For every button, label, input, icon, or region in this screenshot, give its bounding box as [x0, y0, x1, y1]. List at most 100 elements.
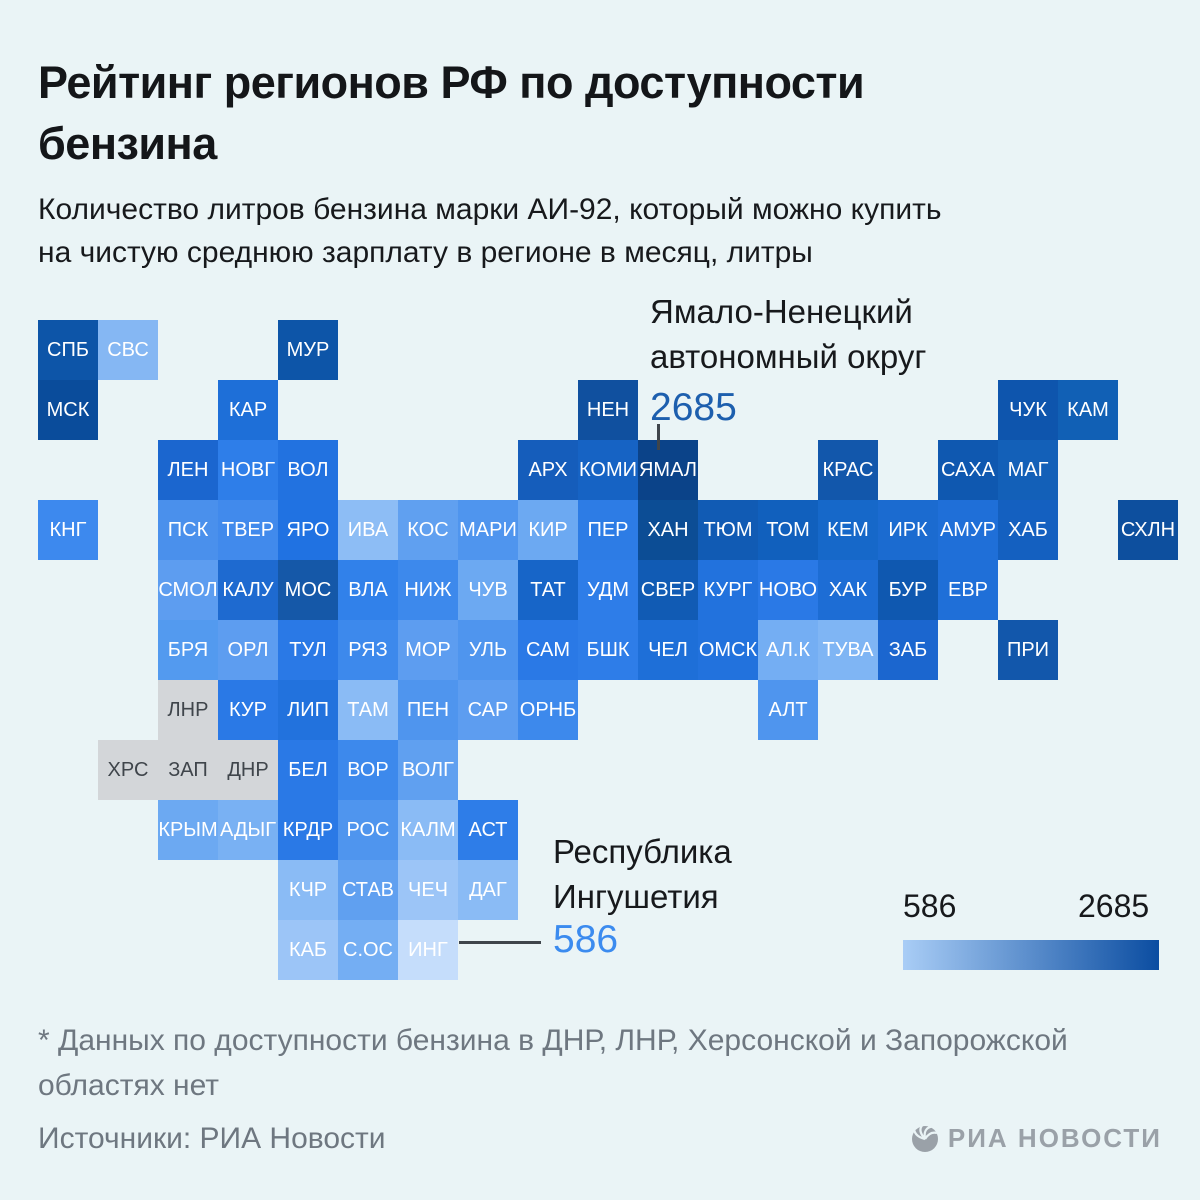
region-tile-БЕЛ: БЕЛ: [278, 740, 338, 800]
footnote-line-2: областях нет: [38, 1069, 220, 1102]
region-tile-СВС: СВС: [98, 320, 158, 380]
region-tile-САМ: САМ: [518, 620, 578, 680]
annotation-max-label-line-1: Ямало-Ненецкий: [650, 293, 913, 330]
region-tile-ХАН: ХАН: [638, 500, 698, 560]
region-tile-ПРИ: ПРИ: [998, 620, 1058, 680]
footnote-line-1: * Данных по доступности бензина в ДНР, Л…: [38, 1024, 1068, 1057]
region-tile-РОС: РОС: [338, 800, 398, 860]
region-tile-ЗАП: ЗАП: [158, 740, 218, 800]
region-tile-СВЕР: СВЕР: [638, 560, 698, 620]
region-tile-ТАМ: ТАМ: [338, 680, 398, 740]
ria-novosti-logo: РИА НОВОСТИ: [909, 1122, 1162, 1154]
region-tile-КРДР: КРДР: [278, 800, 338, 860]
region-tile-ХАК: ХАК: [818, 560, 878, 620]
region-tile-БУР: БУР: [878, 560, 938, 620]
annotation-max-label-line-2: автономный округ: [650, 338, 927, 375]
region-tile-МАРИ: МАРИ: [458, 500, 518, 560]
region-tile-ТАТ: ТАТ: [518, 560, 578, 620]
annotation-max-value: 2685: [650, 386, 737, 429]
annotation-min-value: 586: [553, 918, 619, 961]
region-tile-ЧУВ: ЧУВ: [458, 560, 518, 620]
region-tile-ВОР: ВОР: [338, 740, 398, 800]
region-tile-АЛ.К: АЛ.К: [758, 620, 818, 680]
region-tile-ХАБ: ХАБ: [998, 500, 1058, 560]
region-tile-АМУР: АМУР: [938, 500, 998, 560]
region-tile-ЛИП: ЛИП: [278, 680, 338, 740]
region-tile-КУР: КУР: [218, 680, 278, 740]
region-tile-АДЫГ: АДЫГ: [218, 800, 278, 860]
region-tile-КАМ: КАМ: [1058, 380, 1118, 440]
region-tile-ВЛА: ВЛА: [338, 560, 398, 620]
legend-max-label: 2685: [1078, 888, 1150, 924]
subtitle-line-2: на чистую среднюю зарплату в регионе в м…: [38, 236, 813, 269]
region-tile-ЛЕН: ЛЕН: [158, 440, 218, 500]
region-tile-КРАС: КРАС: [818, 440, 878, 500]
region-tile-КОМИ: КОМИ: [578, 440, 638, 500]
region-tile-АСТ: АСТ: [458, 800, 518, 860]
region-tile-МОР: МОР: [398, 620, 458, 680]
region-tile-ТЮМ: ТЮМ: [698, 500, 758, 560]
region-tile-ЗАБ: ЗАБ: [878, 620, 938, 680]
region-tile-ЧУК: ЧУК: [998, 380, 1058, 440]
region-tile-ПЕН: ПЕН: [398, 680, 458, 740]
region-tile-ВОЛ: ВОЛ: [278, 440, 338, 500]
region-tile-СТАВ: СТАВ: [338, 860, 398, 920]
region-tile-ЯМАЛ: ЯМАЛ: [638, 440, 698, 500]
region-tile-СПБ: СПБ: [38, 320, 98, 380]
region-tile-КИР: КИР: [518, 500, 578, 560]
region-tile-НОВО: НОВО: [758, 560, 818, 620]
ria-globe-icon: [909, 1122, 941, 1154]
region-tile-ТОМ: ТОМ: [758, 500, 818, 560]
region-tile-ЛНР: ЛНР: [158, 680, 218, 740]
region-tile-КАР: КАР: [218, 380, 278, 440]
region-tile-МАГ: МАГ: [998, 440, 1058, 500]
annotation-min-connector-line: [459, 941, 541, 944]
region-tile-ПСК: ПСК: [158, 500, 218, 560]
region-tile-КОС: КОС: [398, 500, 458, 560]
region-tile-ЧЕЛ: ЧЕЛ: [638, 620, 698, 680]
region-tile-ОМСК: ОМСК: [698, 620, 758, 680]
subtitle-line-1: Количество литров бензина марки АИ-92, к…: [38, 193, 942, 226]
legend-min-label: 586: [903, 888, 957, 924]
region-tile-ОРЛ: ОРЛ: [218, 620, 278, 680]
region-tile-КНГ: КНГ: [38, 500, 98, 560]
annotation-max-connector-line: [657, 424, 660, 450]
page-title-line-2: бензина: [38, 118, 217, 169]
region-tile-КЕМ: КЕМ: [818, 500, 878, 560]
region-tile-СХЛН: СХЛН: [1118, 500, 1178, 560]
region-tile-ИНГ: ИНГ: [398, 920, 458, 980]
region-tile-ХРС: ХРС: [98, 740, 158, 800]
region-tile-МОС: МОС: [278, 560, 338, 620]
region-tile-УДМ: УДМ: [578, 560, 638, 620]
region-tile-СМОЛ: СМОЛ: [158, 560, 218, 620]
region-tile-ИРК: ИРК: [878, 500, 938, 560]
region-tile-ЕВР: ЕВР: [938, 560, 998, 620]
region-tile-ТУВА: ТУВА: [818, 620, 878, 680]
region-tile-НЕН: НЕН: [578, 380, 638, 440]
region-tile-КЧР: КЧР: [278, 860, 338, 920]
region-tile-ИВА: ИВА: [338, 500, 398, 560]
source-text: Источники: РИА Новости: [38, 1122, 386, 1155]
region-tile-ЧЕЧ: ЧЕЧ: [398, 860, 458, 920]
region-tile-САР: САР: [458, 680, 518, 740]
region-tile-НИЖ: НИЖ: [398, 560, 458, 620]
annotation-min-label-line-2: Ингушетия: [553, 878, 719, 915]
region-tile-КРЫМ: КРЫМ: [158, 800, 218, 860]
region-tile-ВОЛГ: ВОЛГ: [398, 740, 458, 800]
region-tile-УЛЬ: УЛЬ: [458, 620, 518, 680]
region-tile-САХА: САХА: [938, 440, 998, 500]
region-tile-НОВГ: НОВГ: [218, 440, 278, 500]
region-tile-ТВЕР: ТВЕР: [218, 500, 278, 560]
region-tile-ДНР: ДНР: [218, 740, 278, 800]
region-tile-КУРГ: КУРГ: [698, 560, 758, 620]
region-tile-КАЛУ: КАЛУ: [218, 560, 278, 620]
annotation-min-label-line-1: Республика: [553, 833, 732, 870]
region-tile-ЯРО: ЯРО: [278, 500, 338, 560]
region-tile-БШК: БШК: [578, 620, 638, 680]
legend-gradient-bar: [903, 940, 1159, 970]
region-tile-КАЛМ: КАЛМ: [398, 800, 458, 860]
region-tile-ТУЛ: ТУЛ: [278, 620, 338, 680]
region-tile-АЛТ: АЛТ: [758, 680, 818, 740]
region-tile-РЯЗ: РЯЗ: [338, 620, 398, 680]
